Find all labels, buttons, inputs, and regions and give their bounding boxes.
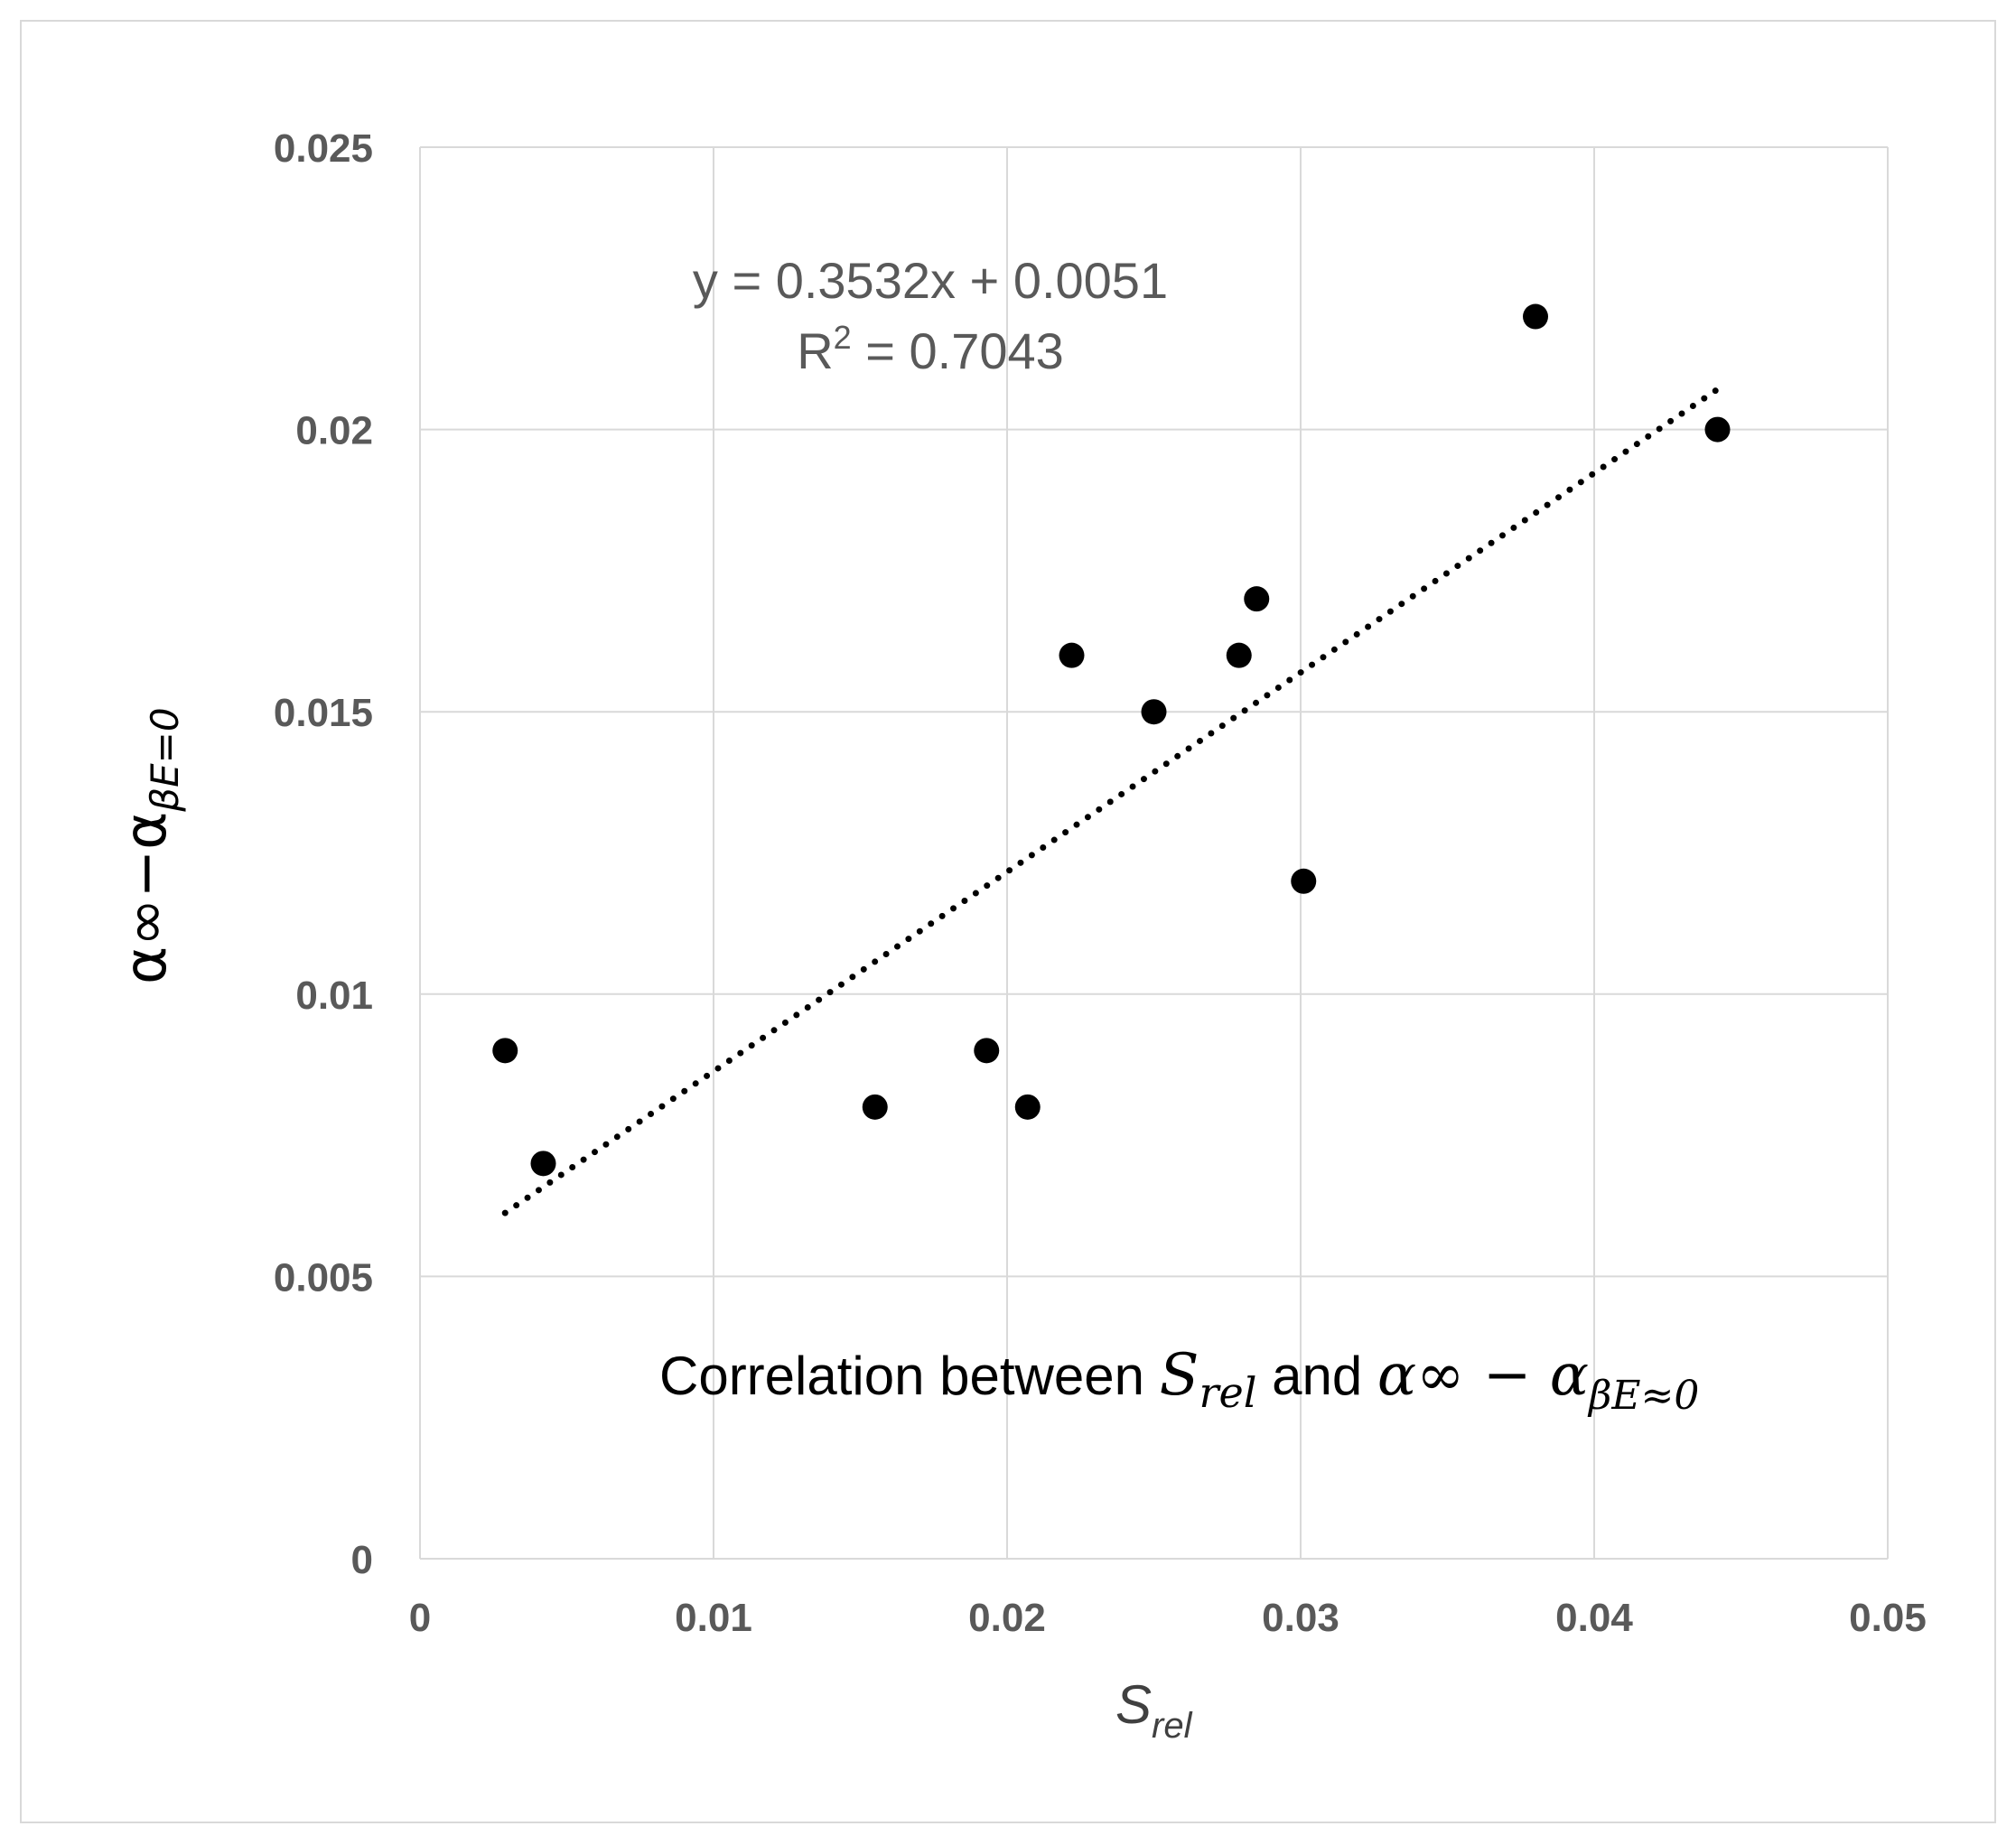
trendline-layer: [501, 386, 1721, 1216]
y-tick-label: 0.015: [274, 691, 373, 735]
data-point: [1291, 868, 1317, 894]
trendline-r-squared: R2 = 0.7043: [797, 319, 1064, 379]
x-axis-label: Srel: [1115, 1674, 1193, 1746]
trendline: [501, 386, 1721, 1216]
x-tick-label: 0.04: [1555, 1596, 1633, 1640]
data-point: [1523, 303, 1548, 330]
x-tick-labels: 0 0.01 0.02 0.03 0.04 0.05: [409, 1596, 1927, 1640]
x-tick-label: 0.02: [968, 1596, 1046, 1640]
data-point: [530, 1151, 556, 1177]
y-axis-label: α∞−αβE=0: [113, 707, 187, 984]
data-point: [862, 1094, 888, 1120]
data-points: [492, 303, 1731, 1177]
y-tick-label: 0.025: [274, 126, 373, 171]
data-point: [492, 1038, 518, 1064]
data-point: [974, 1038, 1000, 1064]
x-tick-label: 0.03: [1262, 1596, 1339, 1640]
y-tick-label: 0.02: [295, 409, 373, 453]
data-point: [1704, 416, 1731, 443]
y-tick-label: 0: [351, 1538, 373, 1582]
data-point: [1059, 642, 1085, 668]
data-point: [1141, 699, 1167, 725]
x-tick-label: 0.05: [1849, 1596, 1927, 1640]
trendline-equation: y = 0.3532x + 0.0051: [693, 252, 1168, 309]
correlation-annotation: Correlation between Srel and α∞ − αβE≈0: [659, 1342, 1699, 1419]
y-tick-label: 0.005: [274, 1255, 373, 1300]
y-tick-label: 0.01: [295, 974, 373, 1018]
x-tick-label: 0: [409, 1596, 431, 1640]
data-point: [1244, 586, 1270, 612]
y-tick-labels: 0 0.005 0.01 0.015 0.02 0.025: [274, 126, 373, 1582]
data-point: [1226, 642, 1252, 668]
x-tick-label: 0.01: [675, 1596, 752, 1640]
data-point: [1014, 1094, 1041, 1120]
